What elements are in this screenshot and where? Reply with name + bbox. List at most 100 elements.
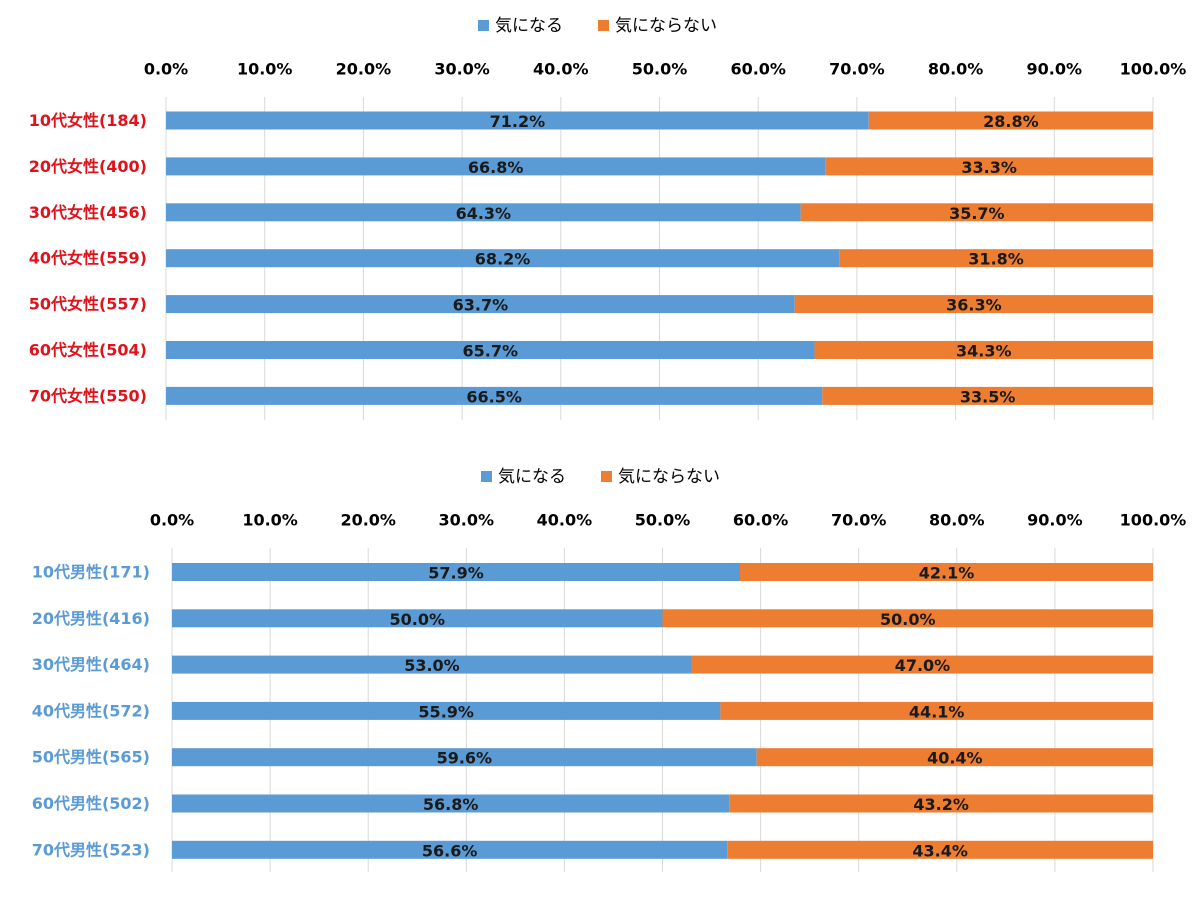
bar-segment-concerned xyxy=(172,794,730,813)
bar-segment-not-concerned xyxy=(662,609,1153,628)
bar-row: 50代男性(565) 59.6% 40.4% xyxy=(32,748,1153,768)
category-label: 20代女性(400) xyxy=(29,157,147,176)
bar-row: 60代男性(502) 56.8% 43.2% xyxy=(32,794,1153,814)
data-label: 63.7% xyxy=(453,296,509,315)
data-label: 43.4% xyxy=(912,841,968,860)
x-tick-label: 60.0% xyxy=(730,60,786,79)
category-label: 40代男性(572) xyxy=(32,701,150,720)
x-tick-label: 10.0% xyxy=(237,60,293,79)
data-label: 65.7% xyxy=(462,342,518,361)
data-label: 50.0% xyxy=(389,610,445,629)
data-label: 42.1% xyxy=(919,564,975,583)
x-tick-label: 60.0% xyxy=(733,511,789,530)
bar-segment-concerned xyxy=(166,249,840,268)
legend-label-not-concerned: 気にならない xyxy=(615,16,717,36)
bar-segment-concerned xyxy=(166,157,826,176)
x-tick-label: 80.0% xyxy=(928,60,984,79)
bar-segment-concerned xyxy=(166,341,815,359)
x-tick-label: 80.0% xyxy=(929,511,985,530)
legend: 気になる 気にならない xyxy=(478,16,717,36)
data-label: 44.1% xyxy=(909,702,965,721)
data-label: 56.6% xyxy=(422,841,478,860)
data-label: 66.5% xyxy=(466,387,522,406)
bar-segment-concerned xyxy=(166,111,869,130)
bar-row: 20代女性(400) 66.8% 33.3% xyxy=(29,157,1153,177)
chart-women: 気になる 気にならない 0.0% 10.0% 20.0% 30.0% 40.0% 50.0% 6… xyxy=(29,16,1187,420)
category-label: 20代男性(416) xyxy=(32,609,150,628)
x-tick-label: 50.0% xyxy=(632,60,688,79)
legend-swatch-not-concerned xyxy=(598,20,609,31)
bar-segment-not-concerned xyxy=(727,840,1153,859)
x-tick-label: 10.0% xyxy=(242,511,298,530)
bar-row: 60代女性(504) 65.7% 34.3% xyxy=(29,341,1153,361)
data-label: 56.8% xyxy=(423,795,479,814)
bar-row: 50代女性(557) 63.7% 36.3% xyxy=(29,295,1153,315)
bar-segment-concerned xyxy=(172,609,663,628)
bar-segment-concerned xyxy=(172,563,740,581)
legend-swatch-concerned xyxy=(481,471,492,482)
legend-label-not-concerned: 気にならない xyxy=(618,467,720,487)
bar-segment-concerned xyxy=(172,748,757,767)
x-tick-label: 0.0% xyxy=(150,511,194,530)
bar-row: 70代男性(523) 56.6% 43.4% xyxy=(32,840,1153,860)
bar-segment-concerned xyxy=(166,295,795,314)
x-tick-label: 100.0% xyxy=(1120,511,1187,530)
bar-row: 30代男性(464) 53.0% 47.0% xyxy=(32,655,1153,675)
bar-row: 70代女性(550) 66.5% 33.5% xyxy=(29,386,1153,406)
category-label: 70代女性(550) xyxy=(29,386,147,405)
data-label: 50.0% xyxy=(880,610,936,629)
bar-segment-concerned xyxy=(172,655,692,674)
data-label: 28.8% xyxy=(983,112,1039,131)
bar-segment-not-concerned xyxy=(800,203,1153,222)
bar-segment-concerned xyxy=(166,203,801,222)
data-label: 33.3% xyxy=(961,158,1017,177)
data-label: 64.3% xyxy=(456,204,512,223)
bar-row: 10代男性(171) 57.9% 42.1% xyxy=(32,563,1153,583)
data-label: 31.8% xyxy=(968,250,1024,269)
bar-segment-not-concerned xyxy=(794,295,1153,314)
category-label: 10代男性(171) xyxy=(32,563,150,582)
bar-segment-not-concerned xyxy=(691,655,1153,674)
category-label: 60代男性(502) xyxy=(32,794,150,813)
x-tick-label: 40.0% xyxy=(533,60,589,79)
data-label: 40.4% xyxy=(927,749,983,768)
legend-label-concerned: 気になる xyxy=(498,467,566,487)
bar-segment-not-concerned xyxy=(814,341,1153,359)
x-tick-label: 90.0% xyxy=(1027,511,1083,530)
legend-swatch-concerned xyxy=(478,20,489,31)
bar-segment-not-concerned xyxy=(729,794,1153,813)
x-tick-label: 0.0% xyxy=(144,60,188,79)
x-axis-ticks: 0.0% 10.0% 20.0% 30.0% 40.0% 50.0% 60.0% 70.0% 8… xyxy=(150,511,1187,530)
data-label: 57.9% xyxy=(428,564,484,583)
bar-row: 20代男性(416) 50.0% 50.0% xyxy=(32,609,1153,629)
data-label: 35.7% xyxy=(949,204,1005,223)
x-tick-label: 20.0% xyxy=(336,60,392,79)
x-axis-ticks: 0.0% 10.0% 20.0% 30.0% 40.0% 50.0% 60.0% 70.0% 8… xyxy=(144,60,1187,79)
data-label: 34.3% xyxy=(956,342,1012,361)
bar-segment-not-concerned xyxy=(822,386,1153,405)
data-label: 43.2% xyxy=(913,795,969,814)
x-tick-label: 100.0% xyxy=(1120,60,1187,79)
bar-row: 40代男性(572) 55.9% 44.1% xyxy=(32,701,1153,721)
bar-segment-concerned xyxy=(172,701,721,720)
bar-row: 10代女性(184) 71.2% 28.8% xyxy=(29,111,1153,131)
category-label: 40代女性(559) xyxy=(29,249,147,268)
bar-segment-not-concerned xyxy=(825,157,1153,176)
bar-row: 40代女性(559) 68.2% 31.8% xyxy=(29,249,1153,269)
category-label: 50代男性(565) xyxy=(32,748,150,767)
data-label: 36.3% xyxy=(946,296,1002,315)
bar-segment-concerned xyxy=(166,386,823,405)
data-label: 71.2% xyxy=(490,112,546,131)
x-tick-label: 20.0% xyxy=(340,511,396,530)
legend-label-concerned: 気になる xyxy=(495,16,563,36)
data-label: 68.2% xyxy=(475,250,531,269)
category-label: 50代女性(557) xyxy=(29,295,147,314)
x-tick-label: 30.0% xyxy=(434,60,490,79)
x-tick-label: 70.0% xyxy=(831,511,887,530)
bar-segment-not-concerned xyxy=(720,701,1153,720)
data-label: 53.0% xyxy=(404,656,460,675)
bar-segment-concerned xyxy=(172,840,728,859)
data-label: 47.0% xyxy=(895,656,951,675)
